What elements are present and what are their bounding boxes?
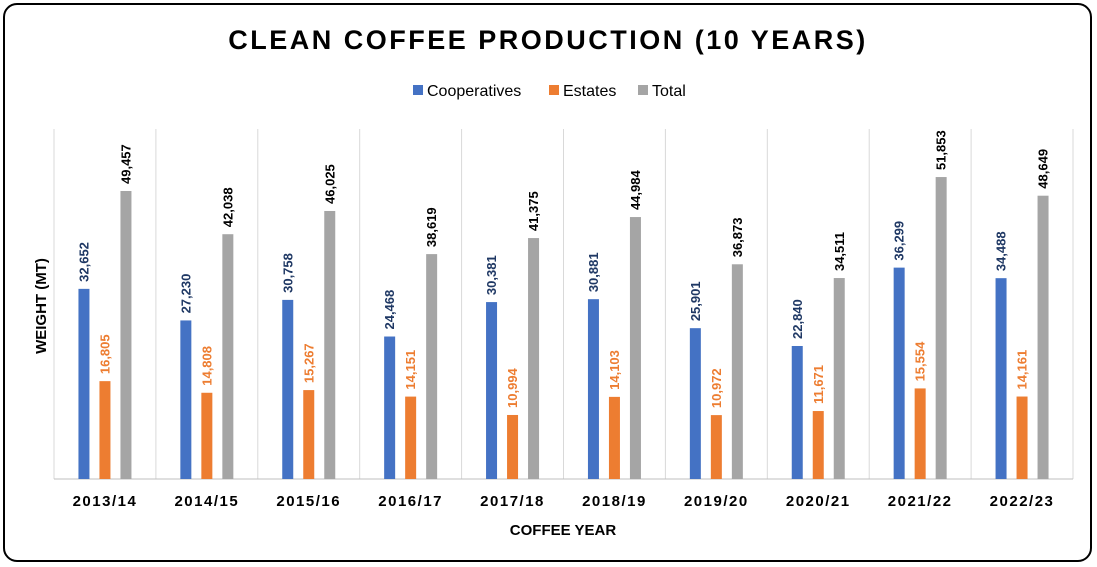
bar-estates-2014-15: [201, 392, 213, 479]
data-label-estates-2017-18: 10,994: [505, 367, 520, 408]
x-tick-label: 2020/21: [786, 493, 851, 510]
x-tick-label: 2017/18: [480, 493, 545, 510]
data-label-cooperatives-2021-22: 36,299: [892, 221, 907, 261]
x-tick-label: 2021/22: [888, 493, 953, 510]
bar-cooperatives-2017-18: [486, 302, 498, 479]
data-label-total-2021-22: 51,853: [934, 130, 949, 170]
bar-estates-2013-14: [99, 381, 111, 479]
bar-cooperatives-2021-22: [893, 267, 905, 479]
bar-cooperatives-2018-19: [587, 299, 599, 479]
legend-swatch-estates: [549, 85, 559, 95]
data-label-cooperatives-2020-21: 22,840: [790, 299, 805, 339]
data-label-estates-2013-14: 16,805: [97, 334, 112, 374]
bar-cooperatives-2013-14: [78, 288, 90, 479]
x-tick-label: 2018/19: [582, 493, 647, 510]
data-label-cooperatives-2013-14: 32,652: [76, 242, 91, 282]
bar-total-2015-16: [324, 210, 336, 480]
bar-estates-2022-23: [1016, 396, 1028, 479]
data-label-total-2014-15: 42,038: [220, 187, 235, 227]
bar-estates-2015-16: [303, 390, 315, 479]
bar-total-2018-19: [629, 217, 641, 479]
data-label-total-2015-16: 46,025: [322, 164, 337, 204]
bars-group: [78, 177, 1049, 480]
data-label-cooperatives-2018-19: 30,881: [586, 252, 601, 292]
data-label-estates-2020-21: 11,671: [811, 365, 826, 404]
data-label-estates-2015-16: 15,267: [301, 343, 316, 383]
x-tick-label: 2019/20: [684, 493, 749, 510]
data-label-estates-2021-22: 15,554: [913, 341, 928, 382]
bar-cooperatives-2014-15: [180, 320, 192, 479]
data-label-total-2018-19: 44,984: [628, 170, 643, 211]
data-label-total-2017-18: 41,375: [526, 191, 541, 231]
bar-total-2013-14: [120, 191, 132, 479]
bar-cooperatives-2022-23: [995, 278, 1007, 479]
bar-estates-2017-18: [507, 414, 519, 479]
bar-estates-2019-20: [710, 415, 722, 479]
bar-estates-2016-17: [405, 396, 417, 479]
bar-cooperatives-2020-21: [791, 345, 803, 479]
x-tick-label: 2014/15: [174, 493, 239, 510]
category-separators: [53, 129, 1074, 479]
bar-total-2014-15: [222, 234, 234, 479]
x-tick-label: 2016/17: [378, 493, 443, 510]
data-label-cooperatives-2014-15: 27,230: [178, 274, 193, 314]
data-labels-group: 32,652 16,805 49,457 27,230 14,808 42,038 30,7…: [76, 130, 1050, 408]
data-label-cooperatives-2017-18: 30,381: [484, 255, 499, 295]
bar-total-2020-21: [833, 278, 845, 479]
bar-total-2022-23: [1037, 195, 1049, 479]
x-tick-label: 2022/23: [990, 493, 1055, 510]
legend-swatch-cooperatives: [413, 85, 423, 95]
legend-swatch-total: [638, 85, 648, 95]
bar-cooperatives-2015-16: [282, 299, 294, 479]
data-label-total-2016-17: 38,619: [424, 207, 439, 247]
y-axis-label: WEIGHT (MT): [33, 258, 50, 354]
x-axis-label: COFFEE YEAR: [510, 522, 617, 539]
data-label-estates-2019-20: 10,972: [709, 368, 724, 408]
bar-total-2021-22: [935, 177, 947, 479]
data-label-cooperatives-2019-20: 25,901: [688, 281, 703, 321]
x-tick-label: 2013/14: [73, 493, 138, 510]
data-label-estates-2014-15: 14,808: [199, 346, 214, 386]
x-tick-label: 2015/16: [276, 493, 341, 510]
data-label-estates-2016-17: 14,151: [403, 350, 418, 390]
data-label-cooperatives-2022-23: 34,488: [994, 231, 1009, 271]
data-label-total-2022-23: 48,649: [1036, 149, 1051, 189]
bar-estates-2018-19: [608, 396, 620, 479]
bar-total-2016-17: [426, 254, 438, 479]
bar-total-2017-18: [528, 238, 540, 479]
bar-cooperatives-2019-20: [689, 328, 701, 479]
data-label-total-2019-20: 36,873: [730, 218, 745, 258]
legend-label-estates: Estates: [563, 83, 616, 100]
legend-label-total: Total: [652, 83, 686, 100]
data-label-estates-2018-19: 14,103: [607, 350, 622, 390]
legend: Cooperatives Estates Total: [413, 83, 686, 100]
bar-cooperatives-2016-17: [384, 336, 396, 479]
data-label-total-2013-14: 49,457: [118, 144, 133, 184]
x-tick-labels: 2013/14 2014/15 2015/16 2016/17 2017/18 2018/…: [73, 493, 1055, 510]
legend-label-cooperatives: Cooperatives: [427, 83, 521, 100]
data-label-cooperatives-2015-16: 30,758: [280, 253, 295, 293]
data-label-total-2020-21: 34,511: [832, 232, 847, 271]
bar-estates-2020-21: [812, 411, 824, 479]
bar-estates-2021-22: [914, 388, 926, 479]
data-label-cooperatives-2016-17: 24,468: [382, 290, 397, 330]
data-label-estates-2022-23: 14,161: [1015, 350, 1030, 390]
chart-title: CLEAN COFFEE PRODUCTION (10 YEARS): [228, 25, 868, 55]
bar-total-2019-20: [731, 264, 743, 479]
